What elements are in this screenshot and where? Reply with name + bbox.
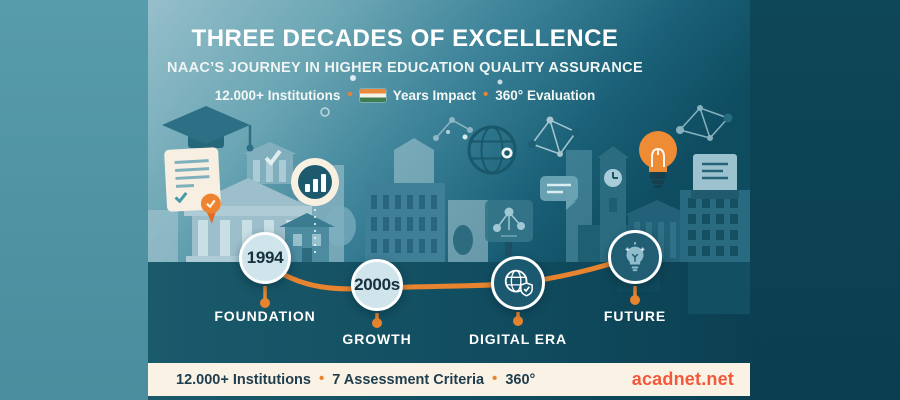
globe-icon — [462, 125, 517, 175]
milestone-node-digital-era — [491, 256, 545, 310]
lightbulb-illustration-icon — [639, 131, 677, 188]
milestone-node-future — [608, 230, 662, 284]
milestone-node-1994: 1994 — [239, 232, 291, 284]
tree — [324, 206, 356, 246]
dot-accent — [350, 75, 356, 81]
molecule-board-icon — [485, 200, 533, 256]
bullet-separator: • — [492, 370, 498, 387]
stat-evaluation: 360° Evaluation — [495, 88, 596, 103]
header: THREE DECADES OF EXCELLENCE NAAC’S JOURN… — [148, 0, 750, 105]
stat-institutions: 12.000+ Institutions — [214, 88, 341, 103]
infographic-panel: THREE DECADES OF EXCELLENCE NAAC’S JOURN… — [148, 0, 750, 400]
header-stats-line: 12.000+ Institutions • Years Impact • 36… — [214, 86, 596, 103]
dot-accent — [446, 130, 450, 134]
network-constellation — [676, 105, 733, 141]
bullet-separator: • — [318, 370, 325, 387]
website-link[interactable]: acadnet.net — [631, 369, 734, 389]
milestone-year: 1994 — [246, 248, 284, 267]
footer-stat-evaluation: 360° — [505, 371, 536, 388]
dot-accent — [320, 107, 330, 117]
page-subtitle: NAAC’S JOURNEY IN HIGHER EDUCATION QUALI… — [167, 60, 643, 76]
tree — [151, 233, 169, 259]
tree — [453, 225, 473, 255]
mid-building — [365, 183, 445, 263]
milestone-node-2000s: 2000s — [351, 259, 403, 311]
page-title: THREE DECADES OF EXCELLENCE — [191, 25, 619, 52]
milestone-year: 2000s — [354, 275, 400, 294]
india-flag-icon — [359, 89, 386, 102]
speech-bubble-icon — [540, 176, 578, 210]
small-classical-building — [243, 142, 297, 184]
network-constellation — [528, 116, 581, 157]
footer-stats-bar: 12.000+ Institutions • 7 Assessment Crit… — [148, 363, 750, 396]
bar-chart-badge-icon — [291, 158, 339, 254]
bullet-separator: • — [483, 86, 489, 103]
milestone-label-growth: GROWTH — [342, 331, 412, 347]
certificate-icon — [164, 147, 221, 224]
footer-stat-institutions: 12.000+ Institutions — [176, 371, 311, 388]
right-background-band — [750, 0, 900, 400]
left-background-band — [0, 0, 148, 400]
ground-silhouette — [688, 262, 750, 314]
dot-accent — [497, 79, 503, 85]
right-window-building — [680, 190, 750, 264]
network-constellation — [433, 117, 473, 141]
milestone-label-future: FUTURE — [603, 308, 667, 324]
lightbulb-icon — [625, 242, 645, 272]
check-icon — [264, 149, 282, 167]
stat-years-impact: Years Impact — [392, 88, 477, 103]
milestone-label-foundation: FOUNDATION — [214, 308, 316, 324]
bullet-separator: • — [347, 86, 353, 103]
milestone-label-digital-era: DIGITAL ERA — [468, 331, 568, 347]
globe-shield-icon — [504, 269, 533, 297]
book-icon — [691, 154, 739, 199]
graduation-cap-icon — [162, 106, 254, 152]
footer-stats: 12.000+ Institutions • 7 Assessment Crit… — [176, 370, 536, 388]
footer-stat-criteria: 7 Assessment Criteria — [332, 371, 485, 388]
